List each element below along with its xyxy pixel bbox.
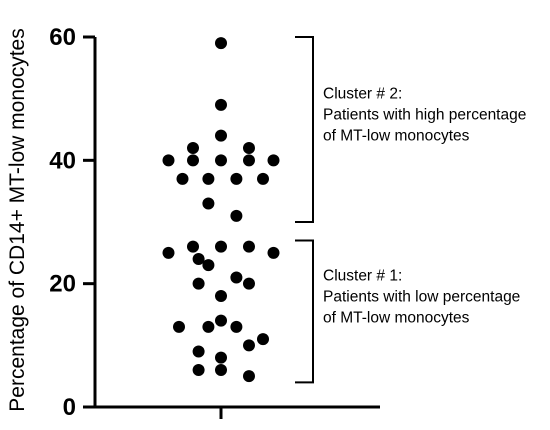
y-tick-label: 20 xyxy=(49,271,76,298)
data-point xyxy=(187,154,199,167)
data-point xyxy=(202,259,215,272)
data-point xyxy=(243,277,255,290)
data-point xyxy=(215,129,227,142)
cluster-annotations: Cluster # 2: Patients with high percentag… xyxy=(323,86,526,327)
data-point xyxy=(162,154,175,167)
data-point xyxy=(257,333,269,346)
data-point xyxy=(243,240,255,253)
annotation-line: Patients with low percentage xyxy=(323,288,520,305)
cluster-bracket xyxy=(295,36,314,223)
data-point xyxy=(215,364,227,376)
data-point xyxy=(192,364,205,376)
data-point xyxy=(215,240,227,253)
data-point xyxy=(192,253,205,265)
data-point xyxy=(202,320,215,333)
y-tick-label: 60 xyxy=(49,24,76,51)
data-point xyxy=(230,172,243,185)
cluster-bracket xyxy=(295,239,314,384)
data-point xyxy=(192,277,205,290)
data-point xyxy=(230,271,243,284)
annotation-line: of MT-low monocytes xyxy=(323,309,470,326)
data-point xyxy=(267,246,280,259)
data-point xyxy=(267,154,280,167)
data-point xyxy=(215,98,227,111)
data-point xyxy=(243,339,255,352)
data-point xyxy=(257,172,269,185)
data-point xyxy=(243,154,255,167)
data-point xyxy=(162,246,175,259)
y-axis-ticks: 0 20 40 60 xyxy=(49,24,95,421)
y-tick-label: 0 xyxy=(63,394,76,421)
data-point xyxy=(202,172,215,185)
annotation-line: Patients with high percentage xyxy=(323,107,526,124)
data-point xyxy=(187,240,199,253)
data-point xyxy=(215,290,227,302)
data-point xyxy=(230,209,243,222)
data-point xyxy=(243,142,255,154)
data-points xyxy=(162,37,280,383)
data-point xyxy=(187,142,199,154)
data-point xyxy=(215,351,227,364)
data-point xyxy=(243,370,255,383)
data-point xyxy=(176,172,189,185)
data-point xyxy=(173,320,185,333)
cluster-brackets xyxy=(295,36,314,384)
annotation-line: Cluster # 2: xyxy=(323,86,402,103)
y-axis-label: Percentage of CD14+ MT-low monocytes xyxy=(6,28,29,411)
data-point xyxy=(215,37,227,50)
annotation-line: of MT-low monocytes xyxy=(323,128,470,145)
y-tick-label: 40 xyxy=(49,147,76,174)
data-point xyxy=(215,314,227,327)
data-point xyxy=(230,320,243,333)
data-point xyxy=(192,345,205,358)
data-point xyxy=(202,197,215,210)
annotation-line: Cluster # 1: xyxy=(323,267,402,284)
data-point xyxy=(215,154,227,167)
